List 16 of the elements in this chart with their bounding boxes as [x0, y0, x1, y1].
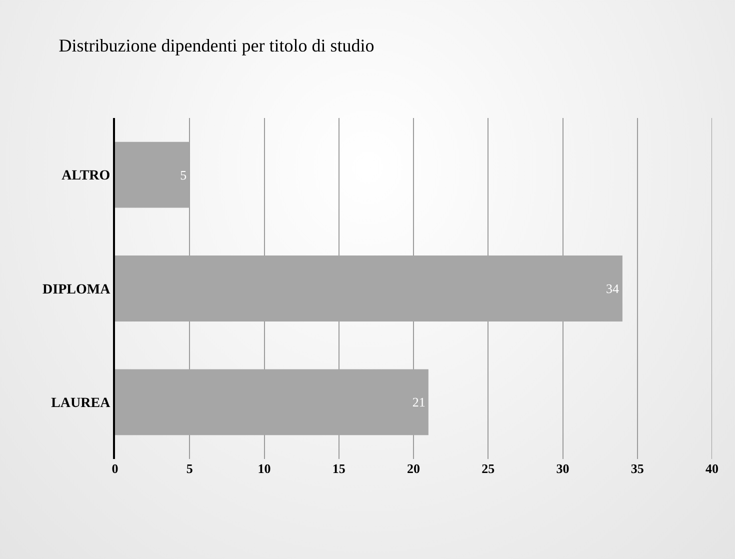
x-tick-label: 20 — [407, 461, 420, 476]
data-label: 5 — [180, 167, 187, 182]
x-tick-label: 10 — [258, 461, 271, 476]
x-tick-label: 40 — [706, 461, 718, 476]
x-tick-label: 25 — [482, 461, 496, 476]
data-label: 34 — [606, 281, 620, 296]
x-tick-label: 30 — [556, 461, 570, 476]
x-tick-label: 0 — [112, 461, 118, 476]
y-tick-label: DIPLOMA — [42, 282, 112, 298]
x-tick-label: 35 — [630, 461, 644, 476]
chart-title: Distribuzione dipendenti per titolo di studio — [58, 36, 374, 56]
y-tick-label: ALTRO — [62, 168, 110, 184]
y-tick-label: LAUREA — [51, 396, 112, 412]
data-label: 21 — [412, 394, 426, 410]
x-tick-label: 5 — [186, 461, 194, 476]
x-tick-label: 15 — [332, 461, 346, 476]
